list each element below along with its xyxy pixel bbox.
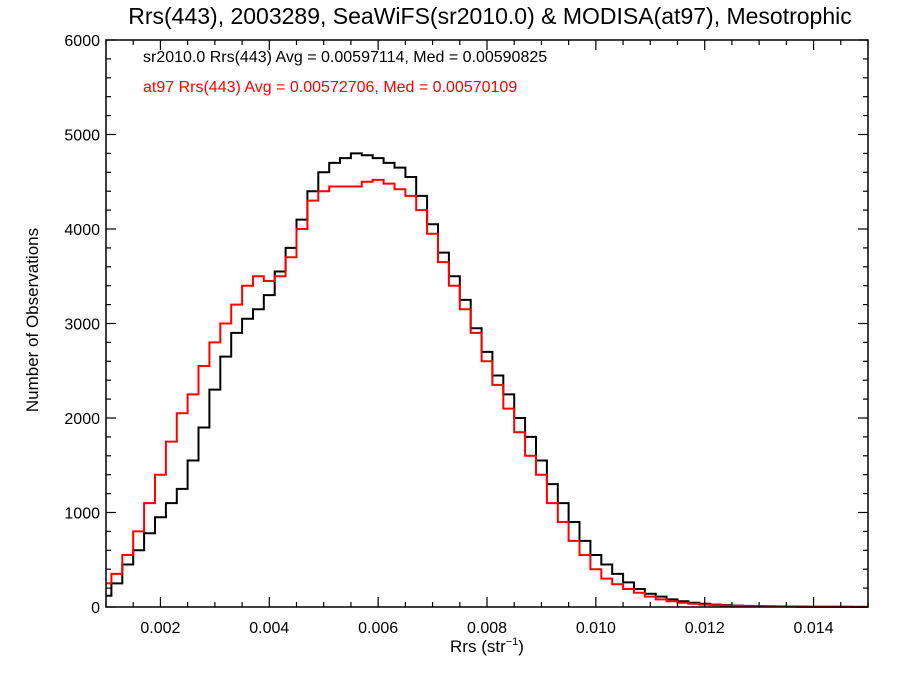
x-tick-label: 0.014 <box>794 620 834 637</box>
chart-title: Rrs(443), 2003289, SeaWiFS(sr2010.0) & M… <box>128 3 852 29</box>
x-tick-label: 0.006 <box>358 620 398 637</box>
x-axis-label-close: ) <box>518 637 524 656</box>
annotation-at97: at97 Rrs(443) Avg = 0.00572706, Med = 0.… <box>143 79 517 96</box>
y-tick-label: 0 <box>91 600 100 617</box>
ticks-layer: 0.002 0.004 0.006 0.008 0.010 0.012 0.014 0 1000… <box>64 33 869 637</box>
annotation-sr2010: sr2010.0 Rrs(443) Avg = 0.00597114, Med … <box>143 49 547 66</box>
x-tick-label: 0.012 <box>685 620 725 637</box>
series-line-0 <box>106 152 868 608</box>
y-tick-label: 1000 <box>64 506 100 523</box>
x-tick-label: 0.004 <box>249 620 289 637</box>
x-tick-label: 0.002 <box>140 620 180 637</box>
y-tick-label: 4000 <box>64 222 100 239</box>
x-tick-label: 0.008 <box>467 620 507 637</box>
y-tick-label: 5000 <box>64 128 100 145</box>
x-tick-label: 0.010 <box>576 620 616 637</box>
series-line-1 <box>106 178 868 608</box>
series-layer <box>106 152 868 608</box>
y-tick-label: 3000 <box>64 317 100 334</box>
y-tick-label: 6000 <box>64 33 100 50</box>
x-axis-label-base: Rrs (str <box>450 637 506 656</box>
x-axis-label-sup: −1 <box>506 636 519 648</box>
x-axis-label: Rrs (str−1) <box>450 636 524 656</box>
y-axis-label: Number of Observations <box>23 228 42 412</box>
y-tick-label: 2000 <box>64 411 100 428</box>
